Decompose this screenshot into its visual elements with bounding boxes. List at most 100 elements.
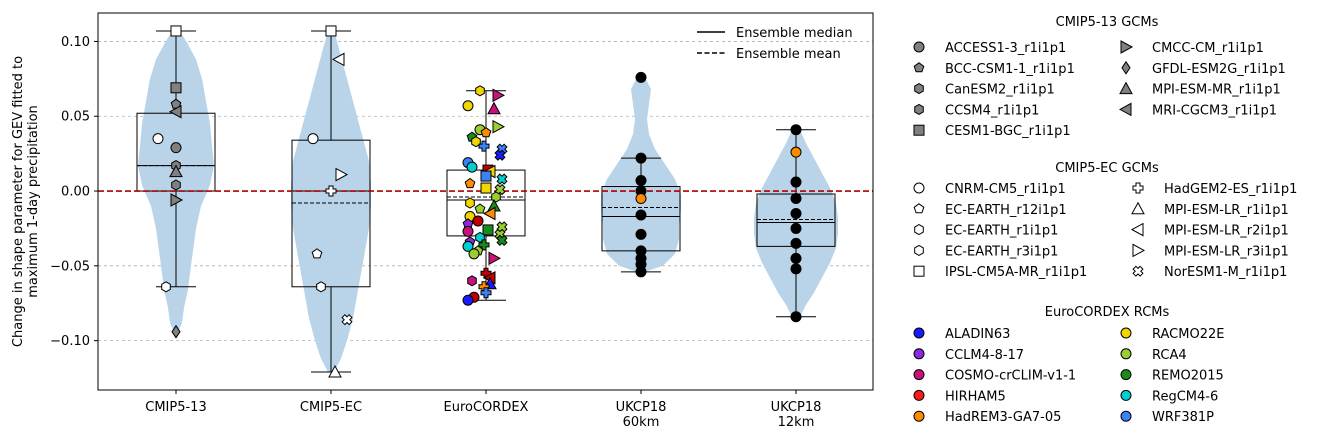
data-point xyxy=(790,252,802,264)
legend-marker-square xyxy=(913,124,925,136)
data-point xyxy=(331,52,345,67)
legend-marker-circle xyxy=(913,348,925,360)
data-point xyxy=(171,324,181,339)
legend-marker-plus xyxy=(1132,182,1144,194)
legend-item-label: CCLM4-8-17 xyxy=(945,348,1024,363)
x-tick-label: CMIP5-13 xyxy=(145,400,206,415)
legend-marker-triangle xyxy=(1119,81,1133,95)
x-tick-label-line: 60km xyxy=(623,415,660,430)
data-point xyxy=(471,136,481,148)
y-axis-label-line: maximum 1-day precipitation xyxy=(26,105,41,298)
data-point xyxy=(152,133,164,145)
data-point xyxy=(480,287,492,299)
data-point xyxy=(316,281,326,293)
data-point xyxy=(335,167,349,182)
legend-marker-circle xyxy=(1120,389,1132,401)
data-point xyxy=(488,251,502,266)
data-point xyxy=(462,225,474,237)
legend-marker-pentagon xyxy=(913,62,925,73)
legend-marker-circle xyxy=(1120,348,1132,360)
data-point xyxy=(491,191,501,203)
data-point xyxy=(328,364,342,378)
legend-item-label: CCSM4_r1i1p1 xyxy=(945,103,1039,118)
data-point xyxy=(464,177,476,189)
data-point xyxy=(790,124,802,136)
legend-label: Ensemble mean xyxy=(736,47,841,62)
data-point xyxy=(480,182,492,194)
legend-marker-circle xyxy=(1120,410,1132,422)
x-tick-label: EuroCORDEX xyxy=(444,400,529,415)
data-point xyxy=(462,294,474,306)
legend-item-label: COSMO-crCLIM-v1-1 xyxy=(945,369,1076,384)
legend-item-label: ALADIN63 xyxy=(945,327,1010,342)
data-point xyxy=(480,170,492,182)
legend-item-label: RCA4 xyxy=(1152,348,1187,363)
legend-marker-hexagon xyxy=(914,83,924,95)
data-point xyxy=(635,266,647,278)
data-point xyxy=(482,206,496,221)
legend-marker-diamond xyxy=(1121,60,1131,75)
data-point xyxy=(341,313,353,326)
legend-marker-hexagon xyxy=(914,224,924,236)
legend-marker-square xyxy=(913,265,925,277)
model-legend: CMIP5-13 GCMs ACCESS1-3_r1i1p1 BCC-CSM1-1_… xyxy=(913,15,1297,425)
x-tick-label-line: 12km xyxy=(778,415,815,430)
legend-item-label: CNRM-CM5_r1i1p1 xyxy=(945,182,1066,197)
violins xyxy=(138,31,838,372)
legend-marker-circle xyxy=(1120,327,1132,339)
legend-marker-circle xyxy=(1120,369,1132,381)
legend-item-label: CanESM2_r1i1p1 xyxy=(945,83,1055,98)
data-point xyxy=(480,127,492,138)
x-axis-ticks: CMIP5-13 CMIP5-EC EuroCORDEX UKCP18 60kmUKCP… xyxy=(145,390,821,430)
data-point xyxy=(635,209,647,221)
y-tick-label: 0.10 xyxy=(61,35,90,50)
box-plots xyxy=(136,30,836,373)
legend-group-title: EuroCORDEX RCMs xyxy=(1045,305,1170,320)
data-point xyxy=(468,248,480,260)
data-point xyxy=(472,215,484,227)
legend-item-label: MPI-ESM-LR_r2i1p1 xyxy=(1164,224,1289,239)
y-axis-label-line: Change in shape parameter for GEV fitted… xyxy=(11,56,26,347)
data-point xyxy=(635,152,647,164)
legend-item-label: IPSL-CM5A-MR_r1i1p1 xyxy=(945,265,1087,280)
x-tick-label: UKCP18 60km xyxy=(616,400,667,430)
legend-item-label: MRI-CGCM3_r1i1p1 xyxy=(1152,103,1277,118)
y-axis-ticks: 0.10 0.05 0.00 −0.05 −0.10 xyxy=(50,35,98,349)
legend-item-label: CESM1-BGC_r1i1p1 xyxy=(945,124,1071,139)
legend-marker-circle xyxy=(913,369,925,381)
data-point xyxy=(492,119,506,134)
legend-item-label: MPI-ESM-LR_r1i1p1 xyxy=(1164,203,1289,218)
legend-item-label: RegCM4-6 xyxy=(1152,389,1218,404)
x-tick-label-line: EuroCORDEX xyxy=(444,400,529,415)
legend-item-label: WRF381P xyxy=(1152,410,1214,425)
legend-item-label: REMO2015 xyxy=(1152,369,1224,384)
legend-item-label: HadREM3-GA7-05 xyxy=(945,410,1061,425)
data-point xyxy=(161,281,171,293)
data-point xyxy=(466,161,478,173)
legend-group-title: CMIP5-EC GCMs xyxy=(1055,161,1159,176)
data-point xyxy=(494,149,506,161)
legend-marker-circle xyxy=(913,327,925,339)
legend-item-label: NorESM1-M_r1i1p1 xyxy=(1164,265,1287,280)
data-point xyxy=(635,71,647,83)
legend-item-label: BCC-CSM1-1_r1i1p1 xyxy=(945,62,1075,77)
legend-marker-hexagon xyxy=(914,244,924,256)
data-point xyxy=(307,133,319,145)
y-tick-label: −0.05 xyxy=(50,259,90,274)
legend-label: Ensemble median xyxy=(736,26,853,41)
data-point xyxy=(487,101,501,115)
data-point xyxy=(465,197,475,209)
legend-item-label: HIRHAM5 xyxy=(945,389,1006,404)
y-tick-label: 0.05 xyxy=(61,110,90,125)
legend-marker-circle xyxy=(913,41,925,53)
data-point xyxy=(635,175,647,187)
data-point xyxy=(635,193,647,205)
legend-item-label: GFDL-ESM2G_r1i1p1 xyxy=(1152,62,1286,77)
legend-marker-tri-left xyxy=(1130,222,1144,237)
data-point xyxy=(171,179,181,191)
data-point xyxy=(790,207,802,219)
data-point xyxy=(170,25,182,37)
data-point xyxy=(478,140,490,152)
legend-marker-cross xyxy=(1132,265,1144,277)
